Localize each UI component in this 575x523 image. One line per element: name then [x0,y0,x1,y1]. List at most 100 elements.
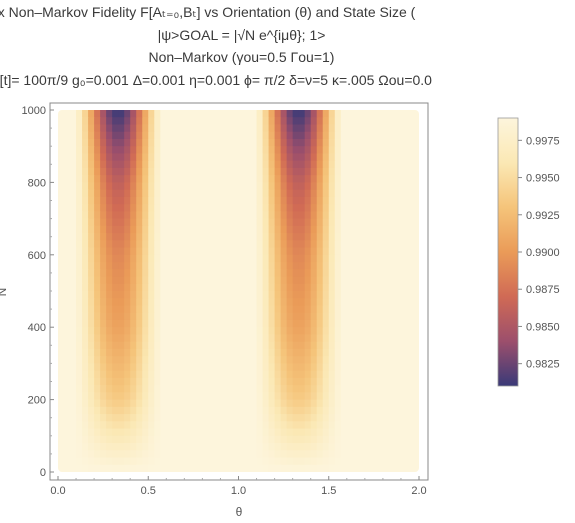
heatmap-cell [100,392,107,401]
heatmap-cell [184,189,191,198]
heatmap-cell [112,428,119,437]
heatmap-cell [214,110,222,118]
heatmap-cell [394,341,402,350]
heatmap-cell [58,110,65,118]
heatmap-cell [148,312,155,321]
heatmap-cell [388,443,396,451]
heatmap-cell [256,305,264,314]
heatmap-cell [106,443,113,451]
heatmap-cell [268,399,276,408]
heatmap-cell [406,464,414,472]
heatmap-cell [142,225,149,234]
heatmap-cell [280,182,288,191]
heatmap-cell [382,283,390,292]
heatmap-cell [244,204,252,212]
heatmap-cell [382,443,390,451]
heatmap-cell [274,377,282,386]
heatmap-cell [298,233,306,241]
heatmap-cell [190,377,197,386]
heatmap-cell [304,262,312,270]
heatmap-cell [82,312,89,321]
heatmap-cell [304,414,312,422]
heatmap-cell [334,204,342,212]
heatmap-cell [124,218,131,227]
heatmap-cell [280,117,288,126]
heatmap-cell [220,319,228,328]
heatmap-cell [178,254,185,263]
heatmap-cell [76,291,83,299]
heatmap-cell [214,233,222,241]
heatmap-cell [358,160,366,169]
heatmap-cell [214,160,222,169]
heatmap-cell [340,276,348,285]
heatmap-cell [370,262,378,270]
heatmap-cell [202,276,210,285]
heatmap-cell [130,385,137,393]
heatmap-cell [406,392,414,401]
heatmap-cell [262,160,270,169]
heatmap-cell [400,211,408,220]
heatmap-cell [304,189,312,198]
heatmap-cell [130,406,137,415]
heatmap-cell [148,435,155,444]
heatmap-cell [352,312,360,321]
heatmap-cell [382,341,390,350]
heatmap-cell [214,146,222,155]
heatmap-cell [64,146,71,155]
heatmap-cell [202,110,210,118]
heatmap-cell [412,276,419,285]
heatmap-cell [124,225,131,234]
heatmap-cell [166,283,173,292]
heatmap-cell [64,385,71,393]
heatmap-cell [136,146,143,155]
heatmap-cell [388,204,396,212]
heatmap-cell [268,450,276,459]
heatmap-cell [376,153,384,162]
heatmap-cell [328,218,336,227]
heatmap-cell [160,348,167,357]
heatmap-cell [358,247,366,256]
heatmap-cell [160,319,167,328]
heatmap-cell [130,225,137,234]
heatmap-cell [172,406,179,415]
heatmap-cell [226,110,234,118]
heatmap-cell [70,247,77,256]
heatmap-cell [70,182,77,191]
heatmap-cell [160,450,167,459]
heatmap-cell [184,348,191,357]
heatmap-cell [316,124,324,133]
heatmap-cell [94,291,101,299]
heatmap-cell [238,348,246,357]
heatmap-cell [310,247,318,256]
heatmap-cell [100,327,107,336]
heatmap-cell [184,334,191,343]
heatmap-cell [388,131,396,140]
heatmap-cell [388,269,396,278]
heatmap-cell [394,443,402,451]
x-tick-label: 1.5 [321,485,336,497]
heatmap-cell [220,414,228,422]
heatmap-cell [112,189,119,198]
heatmap-cell [106,117,113,126]
heatmap-cell [232,269,240,278]
heatmap-cell [64,392,71,401]
heatmap-cell [412,421,419,430]
heatmap-cell [202,457,210,466]
heatmap-cell [184,312,191,321]
heatmap-cell [268,117,276,126]
heatmap-cell [106,450,113,459]
heatmap-cell [304,160,312,169]
heatmap-cell [142,312,149,321]
heatmap-cell [292,189,300,198]
heatmap-cell [226,189,234,198]
heatmap-cell [400,399,408,408]
heatmap-cell [202,428,210,437]
colorbar-tick-label: 0.9925 [526,210,560,222]
heatmap-cell [172,348,179,357]
heatmap-cell [184,233,191,241]
heatmap-cell [274,406,282,415]
heatmap-cell [376,146,384,155]
heatmap-cell [400,131,408,140]
heatmap-cell [394,421,402,430]
heatmap-cell [388,247,396,256]
